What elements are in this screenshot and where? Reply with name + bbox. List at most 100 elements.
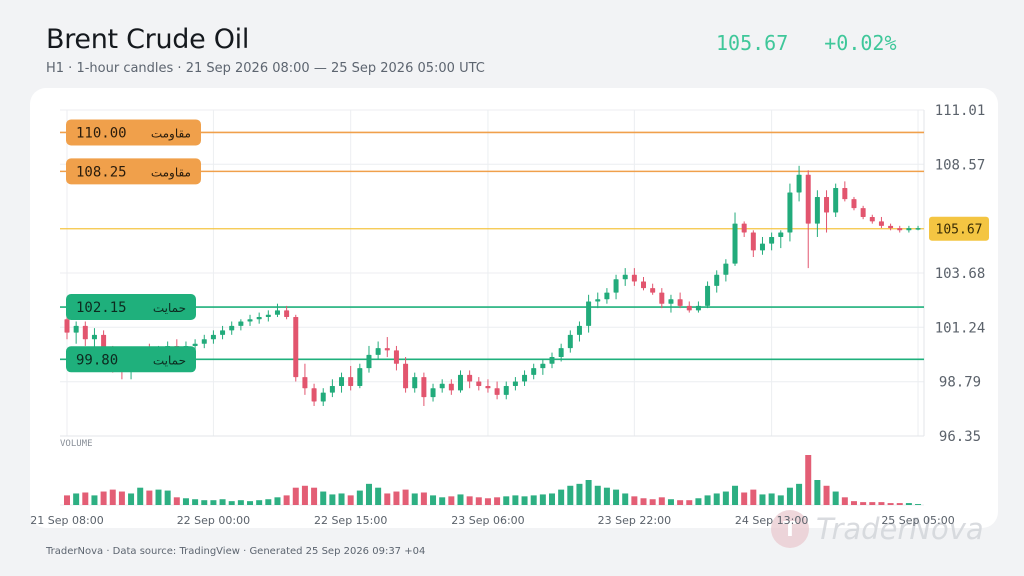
volume-bar	[841, 497, 848, 505]
x-tick-label: 25 Sep 05:00	[881, 514, 954, 527]
candle	[265, 310, 271, 322]
candle-body	[915, 228, 921, 230]
candle	[311, 383, 317, 406]
candle-body	[210, 334, 216, 340]
candle-body	[265, 314, 271, 318]
candle-body	[412, 377, 418, 389]
candle-body	[192, 343, 198, 346]
volume-bar	[759, 494, 766, 505]
y-tick-label: 108.57	[935, 157, 986, 173]
volume-bar	[512, 495, 519, 505]
level-word: مقاومت	[151, 165, 191, 180]
candle-body	[439, 383, 445, 389]
support-label-3: 102.15 حمایت	[66, 294, 196, 321]
candle-body	[897, 228, 903, 231]
x-tick-label: 24 Sep 13:00	[735, 514, 808, 527]
volume-bar	[201, 500, 208, 505]
volume-bar	[823, 485, 830, 505]
volume-bar	[228, 501, 235, 505]
candle	[842, 181, 848, 202]
volume-bar	[411, 493, 418, 505]
candle-body	[366, 354, 372, 369]
volume-bar	[82, 492, 89, 505]
candle	[650, 283, 656, 295]
candle-body	[759, 243, 765, 251]
volume-bar	[109, 489, 116, 505]
candle	[878, 216, 884, 229]
candle	[467, 370, 473, 389]
candle-body	[339, 377, 345, 386]
volume-bar	[869, 502, 876, 505]
candle-body	[604, 292, 610, 300]
candle-body	[274, 310, 280, 315]
candle-body	[220, 330, 226, 335]
volume-bar	[283, 495, 290, 505]
candle-body	[348, 377, 354, 386]
volume-bar	[448, 496, 455, 505]
candle-body	[732, 223, 738, 264]
candle-body	[659, 292, 665, 304]
volume-bar	[613, 489, 620, 505]
volume-bar	[356, 490, 363, 505]
candle	[366, 345, 372, 373]
volume-bar	[622, 493, 629, 505]
y-tick-label: 111.01	[935, 103, 986, 119]
candle-body	[769, 236, 775, 244]
candle-body	[576, 325, 582, 335]
volume-bar	[558, 489, 565, 505]
volume-bar	[704, 495, 711, 505]
last-price: 105.67	[716, 31, 789, 55]
candle-body	[668, 299, 674, 304]
volume-bar	[219, 499, 226, 505]
candle-body	[522, 374, 528, 382]
candle-body	[851, 199, 857, 209]
candle-body	[357, 368, 363, 386]
volume-bar	[137, 487, 144, 505]
candle	[412, 372, 418, 393]
volume-bar	[796, 483, 803, 505]
volume-bar	[155, 489, 162, 505]
candle	[824, 190, 830, 233]
volume-bar	[631, 496, 638, 505]
candle-body	[311, 388, 317, 402]
candle	[769, 232, 775, 251]
volume-bar	[658, 497, 665, 505]
candle	[247, 314, 253, 326]
candle	[558, 343, 564, 362]
volume-bar	[118, 491, 125, 505]
candle	[741, 221, 747, 237]
level-word: حمایت	[153, 301, 186, 315]
candle	[567, 330, 573, 353]
volume-bar	[722, 491, 729, 505]
volume-bar	[430, 495, 437, 505]
volume-label: VOLUME	[60, 439, 93, 449]
candle	[448, 379, 454, 395]
volume-bar	[768, 493, 775, 505]
candle-body	[723, 263, 729, 275]
candle	[723, 259, 729, 282]
volume-bar	[576, 483, 583, 505]
candle	[805, 170, 811, 269]
volume-bars	[64, 455, 922, 505]
candle-body	[686, 305, 692, 311]
watermark-logo-icon	[771, 510, 809, 548]
candle-body	[540, 363, 546, 369]
candle	[677, 292, 683, 309]
current-price-tag	[929, 216, 989, 241]
volume-bar	[466, 496, 473, 505]
candle	[668, 294, 674, 313]
candle	[375, 341, 381, 360]
candle	[238, 319, 244, 331]
candle	[915, 225, 921, 231]
candle	[357, 363, 363, 389]
candle	[586, 294, 592, 333]
candle-body	[430, 388, 436, 398]
volume-bar	[915, 504, 922, 505]
volume-bar	[256, 500, 263, 505]
candle-body	[393, 350, 399, 364]
candle-body	[842, 188, 848, 200]
candle-body	[73, 325, 79, 333]
candle	[814, 190, 820, 237]
